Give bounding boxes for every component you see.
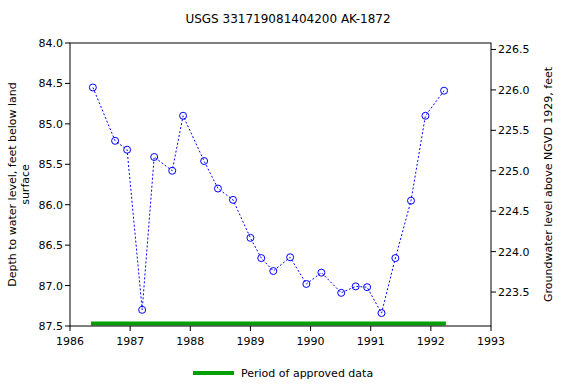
y2-label: Groundwater level above NGVD 1929, feet <box>542 66 555 302</box>
data-point <box>229 196 236 203</box>
y-tick-label: 86.5 <box>39 239 64 252</box>
data-point <box>89 84 96 91</box>
plot-marks <box>89 84 447 324</box>
data-point <box>303 280 310 287</box>
y-tick-label: 84.5 <box>39 77 64 90</box>
series-line <box>91 322 446 326</box>
y2-tick <box>491 49 496 50</box>
data-point <box>258 255 265 262</box>
y2-tick-label: 225.0 <box>498 165 530 178</box>
x-tick <box>250 326 251 331</box>
data-point <box>112 137 119 144</box>
data-point <box>124 146 131 153</box>
data-point <box>408 197 415 204</box>
y2-tick-label: 226.0 <box>498 84 530 97</box>
x-tick <box>491 326 492 331</box>
data-point <box>422 112 429 119</box>
y2-tick-label: 223.5 <box>498 286 530 299</box>
y-tick-label: 87.5 <box>39 320 64 333</box>
x-tick-label: 1992 <box>417 335 445 348</box>
y-tick <box>65 43 70 44</box>
y-tick <box>65 164 70 165</box>
x-tick-label: 1987 <box>116 335 144 348</box>
y2-tick-label: 224.0 <box>498 246 530 259</box>
y2-tick <box>491 130 496 131</box>
x-tick <box>430 326 431 331</box>
title: USGS 331719081404200 AK-1872 <box>185 12 390 26</box>
y2-tick <box>491 251 496 252</box>
y-tick-label: 87.0 <box>39 280 64 293</box>
x-tick-label: 1989 <box>236 335 264 348</box>
chart: USGS 331719081404200 AK-1872 1986 1987 1988… <box>0 0 576 384</box>
data-point <box>441 87 448 94</box>
data-point <box>318 269 325 276</box>
x-tick <box>310 326 311 331</box>
x-tick <box>370 326 371 331</box>
series-line <box>93 88 444 314</box>
y2-tick <box>491 292 496 293</box>
y2-tick-label: 224.5 <box>498 205 530 218</box>
plot-frame <box>70 43 491 326</box>
y-tick <box>65 326 70 327</box>
y2-tick-label: 225.5 <box>498 124 530 137</box>
y-tick <box>65 204 70 205</box>
x-tick-label: 1990 <box>297 335 325 348</box>
data-point <box>338 289 345 296</box>
data-point <box>201 158 208 165</box>
y-label: Depth to water level, feet below landsur… <box>6 82 32 287</box>
legend-label: Period of approved data <box>241 367 373 380</box>
y2-tick <box>491 170 496 171</box>
y-tick-label: 85.0 <box>39 118 64 131</box>
x-tick-label: 1993 <box>477 335 505 348</box>
y-tick <box>65 285 70 286</box>
data-point <box>352 283 359 290</box>
data-point <box>364 284 371 291</box>
data-point <box>169 167 176 174</box>
data-point <box>392 255 399 262</box>
data-point <box>151 154 158 161</box>
data-point <box>214 185 221 192</box>
data-point <box>270 268 277 275</box>
y-label-line: Depth to water level, feet below land <box>6 82 19 287</box>
data-point <box>247 234 254 241</box>
x-tick <box>130 326 131 331</box>
data-point <box>139 306 146 313</box>
legend-swatch <box>193 371 234 375</box>
y2-tick <box>491 89 496 90</box>
y-tick <box>65 123 70 124</box>
y-tick-label: 85.5 <box>39 158 64 171</box>
x-tick-label: 1988 <box>176 335 204 348</box>
y-label-line: surface <box>19 164 32 205</box>
x-tick-label: 1986 <box>56 335 84 348</box>
x-tick-label: 1991 <box>357 335 385 348</box>
y2-tick <box>491 211 496 212</box>
y-tick-label: 84.0 <box>39 37 64 50</box>
x-tick <box>190 326 191 331</box>
y-tick <box>65 83 70 84</box>
data-point <box>287 254 294 261</box>
data-point <box>180 112 187 119</box>
y-tick <box>65 245 70 246</box>
x-tick <box>70 326 71 331</box>
data-point <box>378 310 385 317</box>
y2-tick-label: 226.5 <box>498 43 530 56</box>
y-tick-label: 86.0 <box>39 199 64 212</box>
